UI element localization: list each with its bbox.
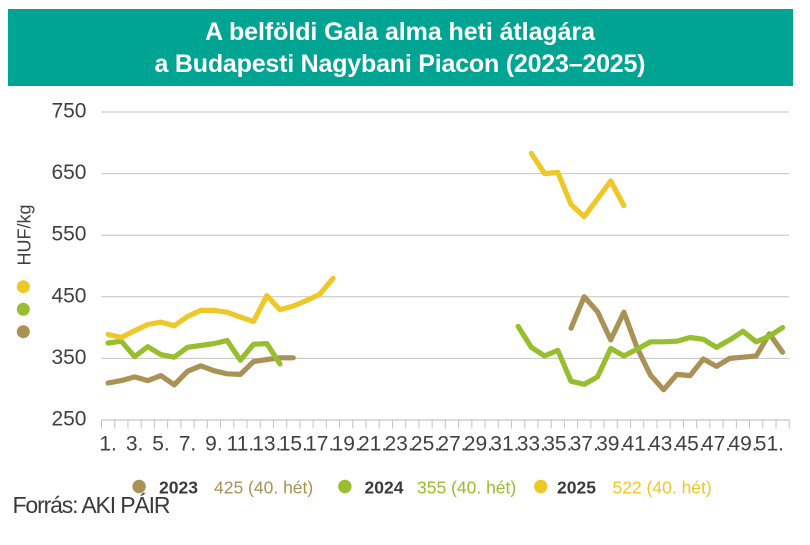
svg-text:17.: 17. [305, 433, 334, 456]
svg-text:37.: 37. [570, 433, 599, 456]
svg-text:250: 250 [51, 408, 86, 431]
svg-text:3.: 3. [126, 433, 144, 456]
svg-text:650: 650 [51, 161, 86, 184]
svg-text:39.: 39. [596, 433, 625, 456]
svg-text:49.: 49. [728, 433, 757, 456]
svg-text:19.: 19. [332, 433, 361, 456]
svg-text:41.: 41. [622, 433, 651, 456]
svg-text:11.: 11. [227, 433, 255, 456]
svg-text:27.: 27. [437, 433, 466, 456]
svg-text:45.: 45. [675, 433, 704, 456]
svg-text:29.: 29. [464, 433, 493, 456]
svg-text:23.: 23. [384, 433, 413, 456]
svg-text:750: 750 [51, 100, 86, 123]
svg-text:35.: 35. [543, 433, 572, 456]
svg-text:43.: 43. [649, 433, 678, 456]
svg-text:450: 450 [51, 284, 86, 307]
svg-text:355 (40. hét): 355 (40. hét) [417, 478, 516, 498]
svg-text:9.: 9. [205, 433, 223, 456]
svg-text:1.: 1. [99, 433, 117, 456]
svg-text:Forrás: AKI PÁIR: Forrás: AKI PÁIR [13, 492, 171, 518]
svg-text:7.: 7. [179, 433, 197, 456]
svg-text:522 (40. hét): 522 (40. hét) [613, 478, 712, 498]
svg-text:2023: 2023 [159, 478, 198, 498]
svg-text:33.: 33. [517, 433, 546, 456]
svg-text:350: 350 [51, 346, 86, 369]
svg-text:550: 550 [51, 223, 86, 246]
svg-text:47.: 47. [702, 433, 731, 456]
svg-text:425 (40. hét): 425 (40. hét) [214, 478, 313, 498]
svg-text:2025: 2025 [557, 478, 596, 498]
svg-text:25.: 25. [411, 433, 440, 456]
svg-text:A belföldi Gala alma heti átla: A belföldi Gala alma heti átlagára [205, 18, 596, 46]
svg-text:15.: 15. [279, 433, 308, 456]
svg-text:13.: 13. [252, 433, 281, 456]
svg-text:2024: 2024 [365, 478, 404, 498]
svg-text:HUF/kg: HUF/kg [15, 204, 35, 265]
svg-text:21.: 21. [358, 433, 387, 456]
svg-text:a Budapesti Nagybani Piacon (2: a Budapesti Nagybani Piacon (2023–2025) [155, 50, 646, 78]
svg-text:31.: 31. [490, 433, 519, 456]
svg-text:5.: 5. [152, 433, 170, 456]
svg-text:51.: 51. [755, 433, 784, 456]
